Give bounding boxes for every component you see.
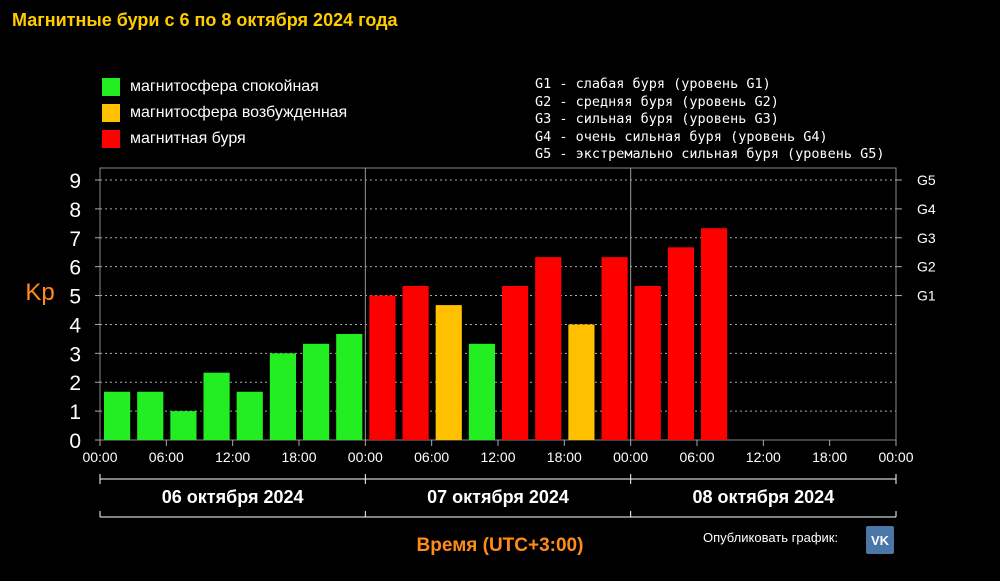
g-level-item: G2 - средняя буря (уровень G2) — [535, 93, 779, 110]
y-tick-label: 6 — [69, 257, 81, 280]
y-tick-label: 8 — [69, 199, 81, 222]
g-tick-label: G1 — [917, 288, 936, 304]
g-level-list: G1 - слабая буря (уровень G1) G2 - средн… — [535, 76, 885, 164]
bar — [502, 286, 529, 440]
y-tick-label: 0 — [69, 430, 81, 453]
legend-label-storm: магнитная буря — [130, 130, 246, 147]
bar — [203, 372, 230, 440]
bar — [568, 324, 595, 440]
day-label: 08 октября 2024 — [692, 487, 834, 507]
bar — [667, 247, 694, 440]
y-tick-label: 1 — [69, 401, 81, 424]
g-level-item: G3 - сильная буря (уровень G3) — [535, 111, 779, 127]
bar — [236, 391, 263, 440]
bar — [535, 257, 562, 440]
legend-item-quiet: магнитосфера спокойная — [102, 74, 347, 100]
g-tick-label: G4 — [917, 201, 936, 217]
legend: магнитосфера спокойная магнитосфера возб… — [102, 74, 347, 152]
x-tick-label: 00:00 — [82, 449, 117, 465]
x-tick-label: 18:00 — [812, 449, 847, 465]
bar — [336, 333, 363, 440]
g-tick-label: G2 — [917, 259, 936, 275]
x-tick-label: 18:00 — [281, 449, 316, 465]
g-tick-label: G3 — [917, 230, 936, 246]
y-tick-label: 2 — [69, 372, 81, 395]
bar — [104, 391, 131, 440]
y-tick-label: 3 — [69, 343, 81, 366]
x-tick-label: 06:00 — [149, 449, 184, 465]
y-tick-label: 4 — [69, 314, 81, 337]
g-level-item: G1 - слабая буря (уровень G1) — [535, 76, 771, 92]
publish-label: Опубликовать график: — [703, 530, 839, 545]
y-axis-label: Kp — [25, 279, 54, 306]
day-label: 07 октября 2024 — [427, 487, 569, 507]
page-title: Магнитные бури с 6 по 8 октября 2024 год… — [12, 10, 398, 30]
legend-swatch-storm — [102, 130, 120, 148]
bar — [601, 257, 628, 440]
legend-swatch-quiet — [102, 78, 120, 96]
x-axis-label: Время (UTC+3:00) — [417, 535, 584, 556]
g-tick-label: G5 — [917, 172, 936, 188]
bar — [269, 353, 296, 440]
day-label: 06 октября 2024 — [162, 487, 304, 507]
y-tick-label: 5 — [69, 286, 81, 309]
vk-icon[interactable]: VK — [866, 526, 894, 554]
x-tick-label: 12:00 — [215, 449, 250, 465]
legend-swatch-excited — [102, 104, 120, 122]
x-tick-label: 06:00 — [679, 449, 714, 465]
x-tick-label: 18:00 — [547, 449, 582, 465]
x-tick-label: 12:00 — [480, 449, 515, 465]
bar — [435, 305, 462, 440]
bar — [402, 286, 429, 440]
x-tick-label: 06:00 — [414, 449, 449, 465]
x-tick-label: 00:00 — [878, 449, 913, 465]
legend-label-excited: магнитосфера возбужденная — [130, 104, 348, 121]
bar — [701, 228, 728, 440]
bar — [468, 343, 495, 440]
y-tick-label: 9 — [69, 170, 81, 193]
bar — [170, 411, 197, 440]
g-level-item: G4 - очень сильная буря (уровень G4) — [535, 128, 828, 145]
legend-label-quiet: магнитосфера спокойная — [130, 78, 319, 95]
legend-item-storm: магнитная буря — [102, 126, 347, 152]
x-tick-label: 00:00 — [348, 449, 383, 465]
bar — [634, 286, 661, 440]
legend-item-excited: магнитосфера возбужденная — [102, 100, 347, 126]
y-tick-label: 7 — [69, 228, 81, 251]
bar — [303, 343, 330, 440]
x-tick-label: 12:00 — [746, 449, 781, 465]
bar — [137, 391, 164, 440]
g-level-item: G5 - экстремально сильная буря (уровень … — [535, 146, 885, 162]
x-tick-label: 00:00 — [613, 449, 648, 465]
bar — [369, 295, 396, 440]
